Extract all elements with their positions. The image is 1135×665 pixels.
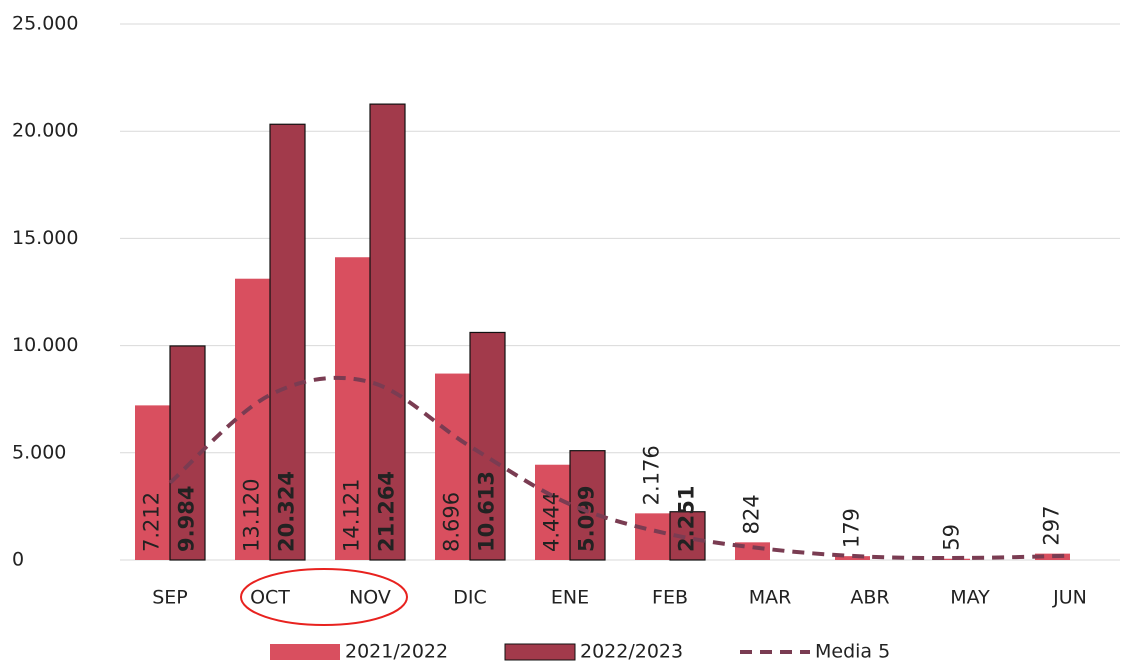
- value-label: 5.099: [575, 486, 599, 552]
- bar: [369, 103, 406, 561]
- x-tick-label: OCT: [250, 587, 290, 609]
- bar: [335, 257, 370, 560]
- value-label: 7.212: [140, 492, 164, 552]
- x-tick-label: MAR: [749, 587, 792, 609]
- legend-label: 2022/2023: [580, 641, 683, 663]
- x-tick-label: DIC: [453, 587, 487, 609]
- legend-label: Media 5: [815, 641, 890, 663]
- y-tick-label: 10.000: [12, 334, 78, 356]
- x-tick-label: MAY: [950, 587, 990, 609]
- x-tick-label: NOV: [349, 587, 391, 609]
- value-label: 2.251: [675, 486, 699, 552]
- highlight-ellipse: [240, 568, 408, 626]
- y-tick-label: 20.000: [12, 120, 78, 142]
- x-tick-label: FEB: [652, 587, 688, 609]
- x-tick-label: ENE: [551, 587, 589, 609]
- bar: [135, 405, 170, 560]
- value-label: 4.444: [540, 492, 564, 552]
- value-label: 14.121: [340, 479, 364, 552]
- value-label: 2.176: [640, 445, 664, 505]
- y-tick-label: 25.000: [12, 13, 78, 35]
- value-label: 59: [940, 524, 964, 551]
- bar: [469, 331, 506, 561]
- x-tick-label: ABR: [850, 587, 889, 609]
- y-tick-label: 0: [12, 549, 24, 571]
- y-tick-label: 15.000: [12, 227, 78, 249]
- value-label: 824: [740, 494, 764, 534]
- value-label: 9.984: [175, 486, 199, 552]
- x-tick-label: JUN: [1052, 587, 1087, 609]
- legend-swatch: [270, 644, 340, 660]
- bar: [635, 513, 670, 560]
- legend-swatch: [504, 643, 576, 661]
- y-tick-label: 5.000: [12, 441, 66, 463]
- trend-line: [168, 375, 1071, 560]
- bar: [569, 450, 606, 561]
- bar: [835, 556, 870, 560]
- value-label: 21.264: [375, 471, 399, 552]
- bar: [535, 464, 570, 560]
- legend-label: 2021/2022: [345, 641, 448, 663]
- value-label: 8.696: [440, 492, 464, 552]
- bar: [235, 278, 270, 560]
- value-label: 13.120: [240, 479, 264, 552]
- bar: [435, 373, 470, 560]
- value-label: 20.324: [275, 471, 299, 552]
- value-label: 179: [840, 508, 864, 548]
- value-label: 297: [1040, 506, 1064, 546]
- bar: [269, 123, 306, 561]
- value-label: 10.613: [475, 471, 499, 552]
- x-tick-label: SEP: [152, 587, 188, 609]
